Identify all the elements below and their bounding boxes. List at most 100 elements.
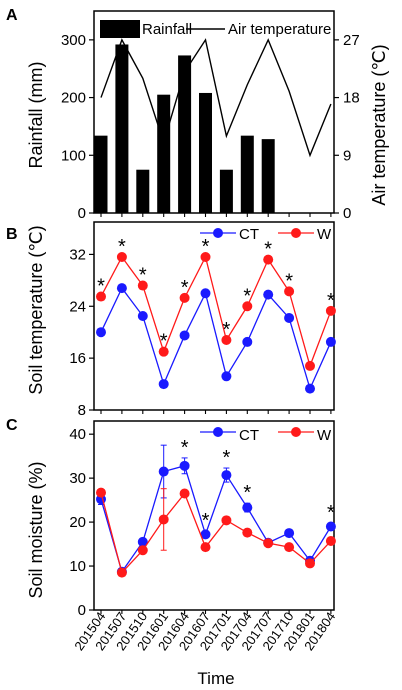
panel-c-y-tick-label: 20 [69, 514, 86, 531]
panel-a-y-tick-label: 200 [61, 90, 86, 107]
panel-a-y-tick-label: 0 [78, 205, 86, 222]
panel-a-y-tick-label: 300 [61, 32, 86, 49]
rainfall-bar [136, 169, 150, 213]
panel-c-ct-point [284, 528, 295, 539]
panel-a-y2-tick-label: 27 [343, 32, 360, 49]
panel-b-ct-point [263, 289, 274, 300]
panel-letter-a: A [6, 7, 18, 24]
rainfall-bar [199, 92, 212, 213]
panel-c-ct-point [158, 466, 169, 477]
panel-b-ylabel: Soil temperature (℃) [26, 225, 46, 394]
panel-a-plot-frame [93, 10, 335, 214]
panel-b-w-point [305, 360, 315, 371]
panel-c-w-point [284, 542, 295, 553]
panel-b-ct-line [100, 286, 332, 391]
panel-a-y-tick-label: 100 [61, 147, 86, 164]
panel-c-w-point [305, 558, 315, 569]
panel-c-ct-point [137, 536, 148, 547]
panel-b-w-point [137, 280, 148, 291]
panel-b-ct-point [158, 379, 169, 390]
panel-c-w-point [263, 538, 274, 549]
rainfall-bar [94, 135, 108, 213]
panel-c-ct-point [221, 470, 232, 481]
panel-c-y-tick-label: 0 [78, 602, 86, 619]
panel-b-y-tick-label: 24 [69, 298, 86, 315]
rainfall-bar [157, 94, 171, 213]
rainfall-bar [240, 135, 254, 213]
panel-b-ct-point [242, 336, 253, 347]
panel-b-w-point [116, 252, 127, 263]
panel-b-w-point [221, 334, 232, 345]
legend-label-ct-c: CT [239, 427, 259, 444]
panel-c-w-point [116, 567, 127, 578]
panel-b-significance-mark: * [243, 285, 251, 307]
panel-b-plot-frame [93, 221, 335, 411]
panel-b-w-point [284, 286, 295, 297]
panel-b-y-tick-label: 32 [69, 246, 86, 263]
panel-c-w-point [325, 535, 336, 546]
panel-b-ct-point [284, 312, 295, 323]
panel-b-significance-mark: * [181, 277, 189, 299]
panel-b-ct-point [305, 383, 315, 394]
panel-b-w-point [158, 346, 169, 357]
panel-c-ct-point [200, 529, 211, 540]
legend-swatch-rainfall [100, 20, 140, 38]
panel-c-legend-ct-marker [213, 427, 223, 437]
panel-b-significance-mark: * [139, 265, 147, 287]
panel-b-w-point [179, 292, 190, 303]
panel-b-ct-point [179, 330, 190, 341]
panel-a-y2-tick-label: 9 [343, 147, 351, 164]
panel-b-y-tick-label: 8 [78, 402, 86, 419]
panel-a-y2-tick-label: 18 [343, 90, 360, 107]
panel-b-significance-mark: * [202, 236, 210, 258]
legend-label-rainfall: Rainfall [142, 21, 192, 38]
panel-b-ct-point [96, 327, 106, 338]
panel-c-w-point [137, 545, 148, 556]
panel-b-w-point [263, 254, 274, 265]
panel-a-ylabel: Rainfall (mm) [26, 61, 46, 168]
panel-c-w-point [221, 515, 232, 526]
panel-b-significance-mark: * [118, 236, 126, 258]
panel-c-plot-frame [93, 420, 335, 611]
panel-b-y-tick-label: 16 [69, 350, 86, 367]
panel-c-w-point [200, 542, 211, 553]
panel-b-significance-mark: * [264, 239, 272, 261]
panel-b-significance-mark: * [160, 331, 168, 353]
panel-c-y-tick-label: 10 [69, 558, 86, 575]
panel-c-significance-mark: * [243, 482, 251, 504]
panel-b-w-point [200, 252, 211, 263]
panel-a-y2-tick-label: 0 [343, 205, 351, 222]
panel-b-ct-point [221, 371, 232, 382]
panel-b-w-point [96, 291, 106, 302]
panel-c-y-tick-label: 40 [69, 426, 86, 443]
panel-b-legend-w-marker [291, 228, 301, 238]
rainfall-bar [261, 139, 275, 213]
panel-b-ct-point [325, 336, 336, 347]
panel-c-ylabel: Soil moisture (%) [26, 461, 46, 598]
panel-c-significance-mark: * [202, 510, 210, 532]
panel-c-ct-point [179, 460, 190, 471]
panel-b-significance-mark: * [97, 276, 105, 298]
panel-b-ct-point [116, 283, 127, 294]
panel-b-w-line [100, 255, 332, 368]
panel-b-significance-mark: * [223, 319, 231, 341]
panel-letter-b: B [6, 226, 18, 243]
panel-c-y-tick-label: 30 [69, 470, 86, 487]
panel-b-w-point [325, 305, 336, 316]
panel-c-w-point [96, 487, 106, 498]
panel-c-significance-mark: * [327, 502, 335, 524]
legend-label-ct-b: CT [239, 226, 259, 243]
rainfall-bar [178, 55, 192, 213]
panel-c-legend-w-marker [291, 427, 301, 437]
panel-b-ct-point [200, 288, 211, 299]
panel-c-ct-point [325, 521, 336, 532]
panel-a-y2label: Air temperature (℃) [369, 44, 389, 205]
rainfall-bar [115, 44, 129, 213]
legend-label-w-c: W [317, 427, 332, 444]
panel-letter-c: C [6, 417, 18, 434]
chart-marks: 0 100 200 300 0 9 18 27 8 16 24 32 * * * * * * * * * * * 0 10 20 3… [61, 10, 360, 653]
panel-c-significance-mark: * [223, 447, 231, 469]
panel-c-ct-line [100, 465, 332, 574]
panel-b-w-point [242, 301, 253, 312]
